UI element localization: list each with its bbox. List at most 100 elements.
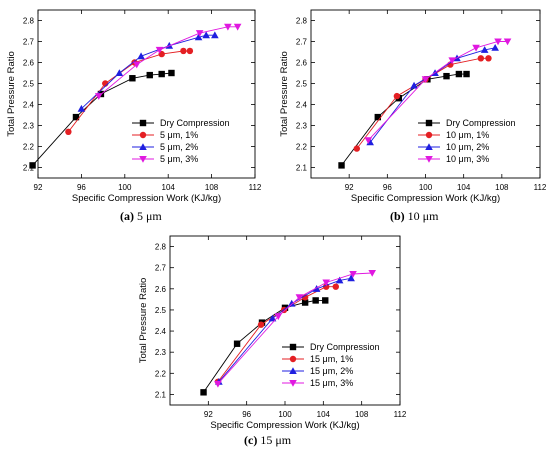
- legend-marker: [425, 131, 433, 139]
- data-point: [186, 47, 194, 55]
- data-point: [443, 72, 450, 80]
- data-point: [312, 297, 319, 304]
- x-tick-label: 112: [394, 410, 407, 419]
- caption-c-label: (c): [244, 433, 258, 447]
- y-tick-label: 2.7: [155, 264, 167, 273]
- data-point: [168, 69, 175, 77]
- x-tick-label: 100: [118, 183, 132, 192]
- x-tick-label: 96: [383, 183, 392, 192]
- data-point: [200, 389, 207, 396]
- data-point: [494, 38, 502, 46]
- data-point: [393, 92, 401, 100]
- y-axis-label: Total Pressure Ratio: [6, 51, 17, 137]
- legend-label: 15 μm, 3%: [310, 378, 353, 388]
- data-point: [158, 70, 165, 78]
- legend-marker: [289, 355, 297, 363]
- y-tick-label: 2.4: [296, 101, 308, 110]
- data-point: [335, 276, 344, 284]
- y-tick-label: 2.4: [23, 101, 35, 110]
- legend-marker: [289, 380, 297, 387]
- y-tick-label: 2.1: [23, 164, 35, 173]
- data-point: [322, 279, 331, 287]
- data-point: [233, 23, 242, 31]
- legend-marker: [139, 143, 147, 150]
- data-point: [491, 44, 499, 51]
- legend-label: 5 μm, 1%: [160, 130, 198, 140]
- legend-label: 15 μm, 2%: [310, 366, 353, 376]
- data-point: [194, 33, 203, 41]
- data-point: [268, 314, 277, 322]
- y-axis-label: Total Pressure Ratio: [138, 278, 149, 364]
- caption-b: (b) 10 μm: [390, 209, 438, 224]
- plot-frame: [169, 235, 401, 406]
- chart-panel-3: 92 96 100 104 108 112 2.1 2.2 2.3 2.4 2.5 2.6 2.7 2.8…: [138, 235, 407, 431]
- data-point: [353, 145, 360, 152]
- data-point: [155, 46, 164, 54]
- caption-c-text: 15 μm: [260, 433, 292, 447]
- data-point: [312, 285, 321, 292]
- data-point: [368, 269, 377, 277]
- caption-b-text: 10 μm: [407, 209, 439, 223]
- x-tick-label: 100: [278, 410, 292, 419]
- data-point: [214, 380, 222, 388]
- y-tick-label: 2.5: [23, 80, 35, 89]
- data-point: [349, 271, 357, 278]
- data-point: [65, 128, 72, 135]
- y-tick-label: 2.3: [296, 122, 308, 131]
- y-tick-label: 2.1: [296, 164, 308, 173]
- data-point: [129, 75, 136, 82]
- legend-marker: [425, 156, 433, 163]
- chart-panel-1: 92 96 100 104 108 112 2.1 2.2 2.3 2.4 2.5 2.6 2.7 2.8…: [6, 9, 262, 204]
- data-point: [485, 55, 492, 62]
- data-point: [233, 340, 241, 347]
- y-tick-label: 2.5: [155, 306, 167, 315]
- data-point: [301, 299, 309, 306]
- data-point: [332, 283, 339, 290]
- caption-b-label: (b): [390, 209, 405, 223]
- y-tick-label: 2.4: [155, 327, 167, 336]
- data-point: [257, 321, 265, 328]
- x-tick-label: 96: [77, 183, 86, 192]
- y-tick-label: 2.3: [155, 348, 167, 357]
- y-tick-label: 2.7: [296, 38, 308, 47]
- legend-marker: [425, 119, 433, 127]
- x-tick-label: 112: [534, 183, 547, 192]
- data-point: [410, 81, 418, 89]
- y-tick-label: 2.7: [23, 38, 35, 47]
- x-tick-label: 108: [355, 410, 369, 419]
- data-point: [338, 162, 345, 169]
- caption-a-text: 5 μm: [137, 209, 162, 223]
- legend-label: 5 μm, 2%: [160, 142, 198, 152]
- data-point: [77, 104, 86, 112]
- data-point: [202, 31, 210, 39]
- data-point: [503, 38, 512, 46]
- data-point: [115, 69, 124, 76]
- y-axis-label: Total Pressure Ratio: [279, 51, 290, 137]
- y-tick-label: 2.2: [155, 369, 167, 378]
- x-tick-label: 108: [205, 183, 219, 192]
- legend-marker: [139, 119, 147, 127]
- data-point: [463, 70, 470, 78]
- data-point: [301, 294, 309, 301]
- legend-label: Dry Compression: [310, 342, 380, 352]
- data-point: [72, 113, 80, 121]
- data-point: [195, 30, 204, 37]
- series-line-3: [369, 47, 496, 143]
- data-point: [455, 70, 463, 78]
- legend-label: Dry Compression: [160, 118, 230, 128]
- data-point: [480, 46, 489, 53]
- data-point: [364, 137, 373, 144]
- data-point: [29, 162, 36, 169]
- data-point: [374, 113, 381, 121]
- legend-marker: [425, 143, 433, 150]
- series-line-4: [217, 272, 373, 385]
- y-tick-label: 2.2: [296, 143, 308, 152]
- y-tick-label: 2.5: [296, 80, 308, 89]
- data-point: [472, 44, 480, 52]
- legend-label: 15 μm, 1%: [310, 354, 353, 364]
- x-axis-label: Specific Compression Work (KJ/kg): [210, 420, 359, 431]
- caption-a: (a) 5 μm: [120, 209, 162, 224]
- data-point: [211, 31, 219, 39]
- legend-marker: [289, 343, 297, 351]
- plot-frame: [310, 9, 541, 179]
